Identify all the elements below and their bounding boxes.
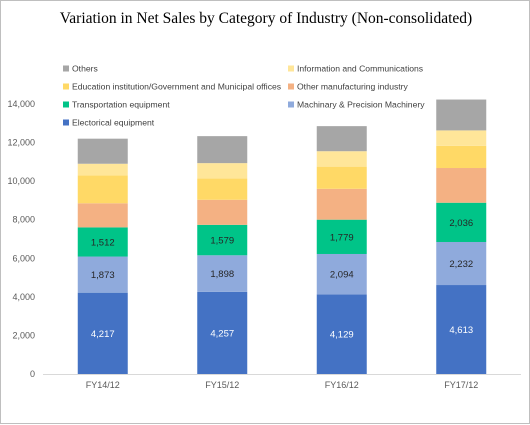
data-label: 1,898 bbox=[210, 269, 234, 280]
bar-segment bbox=[316, 166, 367, 189]
bar-segment bbox=[436, 130, 487, 146]
bar-segment bbox=[316, 219, 367, 254]
bar-segment bbox=[436, 99, 487, 131]
legend-label: Others bbox=[72, 64, 98, 74]
bar-segment bbox=[316, 253, 367, 295]
x-tick-label: FY16/12 bbox=[325, 380, 359, 390]
legend-swatch bbox=[63, 119, 69, 126]
bar-segment bbox=[197, 291, 248, 374]
legend-label: Transportation equipment bbox=[72, 100, 170, 110]
bar-segment bbox=[436, 285, 487, 374]
bar-segment bbox=[316, 151, 367, 167]
legend-swatch bbox=[63, 101, 69, 108]
y-tick-label: 12,000 bbox=[7, 138, 35, 148]
legend-swatch bbox=[288, 101, 294, 108]
y-tick-label: 10,000 bbox=[7, 176, 35, 186]
x-tick-label: FY15/12 bbox=[205, 380, 239, 390]
y-tick-label: 4,000 bbox=[12, 292, 35, 302]
data-label: 1,512 bbox=[91, 237, 115, 248]
y-tick-label: 14,000 bbox=[7, 99, 35, 109]
legend-label: Electorical equipment bbox=[72, 118, 155, 128]
x-tick-label: FY17/12 bbox=[444, 380, 478, 390]
bar-segment bbox=[197, 136, 248, 164]
chart-title: Variation in Net Sales by Category of In… bbox=[59, 10, 473, 27]
legend-label: Education institution/Government and Mun… bbox=[72, 82, 281, 92]
bar-segment bbox=[77, 163, 128, 176]
bar-segment bbox=[197, 178, 248, 200]
y-tick-label: 0 bbox=[30, 369, 35, 379]
bar-segment bbox=[77, 292, 128, 374]
y-tick-label: 2,000 bbox=[12, 330, 35, 340]
data-label: 1,873 bbox=[91, 270, 115, 281]
data-label: 2,232 bbox=[449, 259, 473, 270]
bar-segment bbox=[316, 188, 367, 220]
bar-segment bbox=[436, 241, 487, 286]
bar-segment bbox=[316, 126, 367, 152]
bar-segment bbox=[197, 163, 248, 179]
data-label: 4,613 bbox=[449, 325, 473, 336]
bar-segment bbox=[197, 224, 248, 256]
y-tick-label: 6,000 bbox=[12, 253, 35, 263]
legend-label: Information and Communications bbox=[297, 64, 423, 74]
legend-label: Other manufacturing industry bbox=[297, 82, 409, 92]
legend-swatch bbox=[63, 65, 69, 72]
data-label: 2,094 bbox=[330, 270, 354, 281]
data-label: 1,579 bbox=[210, 236, 234, 247]
y-tick-label: 8,000 bbox=[12, 215, 35, 225]
bar-segment bbox=[197, 199, 248, 225]
bar-segment bbox=[77, 175, 128, 204]
data-label: 4,257 bbox=[210, 328, 234, 339]
bar-segment bbox=[436, 202, 487, 242]
bar-segment bbox=[316, 294, 367, 374]
legend-swatch bbox=[288, 83, 294, 90]
bar-segment bbox=[436, 168, 487, 203]
data-label: 4,129 bbox=[330, 330, 354, 341]
bar-segment bbox=[77, 203, 128, 228]
x-tick-label: FY14/12 bbox=[86, 380, 120, 390]
bar-segment bbox=[436, 145, 487, 169]
data-label: 1,779 bbox=[330, 232, 354, 243]
legend-swatch bbox=[63, 83, 69, 90]
legend-swatch bbox=[288, 65, 294, 72]
bar-segment bbox=[197, 255, 248, 292]
bar-segment bbox=[77, 138, 128, 164]
data-label: 4,217 bbox=[91, 329, 115, 340]
bar-segment bbox=[77, 227, 128, 257]
data-label: 2,036 bbox=[449, 218, 473, 229]
bar-segment bbox=[77, 256, 128, 293]
legend-label: Machinary & Precision Machinery bbox=[297, 100, 425, 110]
